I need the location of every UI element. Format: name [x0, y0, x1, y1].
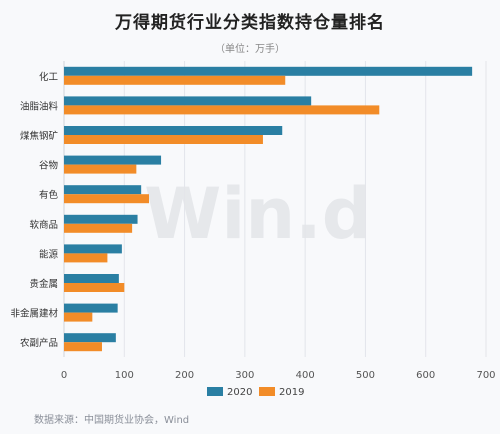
bar-2020-5 — [64, 214, 138, 224]
bar-2019-8 — [64, 312, 93, 322]
y-category-label: 软商品 — [29, 219, 58, 231]
y-category-label: 能源 — [39, 248, 59, 260]
bar-2020-6 — [64, 244, 122, 254]
bar-2020-0 — [64, 66, 473, 76]
x-tick-label: 600 — [416, 370, 435, 381]
bar-2019-5 — [64, 223, 133, 233]
bar-2019-4 — [64, 194, 150, 204]
x-tick-label: 700 — [476, 370, 495, 381]
x-tick-label: 500 — [356, 370, 375, 381]
data-source-note: 数据来源：中国期货业协会，Wind — [34, 415, 190, 426]
legend-swatch-2019 — [259, 387, 275, 396]
x-tick-label: 0 — [61, 370, 67, 381]
y-category-label: 有色 — [39, 189, 59, 201]
bar-2019-0 — [64, 75, 286, 85]
bar-2020-4 — [64, 185, 142, 195]
y-category-label: 贵金属 — [29, 278, 58, 290]
y-category-label: 煤焦钢矿 — [20, 130, 59, 142]
legend-swatch-2020 — [207, 387, 223, 396]
x-tick-label: 100 — [115, 370, 134, 381]
bar-2019-1 — [64, 105, 380, 115]
bar-2020-2 — [64, 126, 283, 135]
bar-2019-7 — [64, 283, 125, 292]
legend-label-2020: 2020 — [227, 387, 252, 398]
x-tick-label: 200 — [175, 370, 194, 381]
bar-2019-3 — [64, 164, 137, 174]
watermark: Win.d — [144, 173, 372, 255]
y-category-label: 化工 — [39, 71, 59, 83]
bar-2020-3 — [64, 155, 162, 165]
y-category-label: 谷物 — [39, 160, 59, 172]
x-tick-label: 300 — [235, 370, 254, 381]
bar-2020-9 — [64, 333, 116, 343]
bar-2020-1 — [64, 96, 312, 106]
bar-2019-2 — [64, 135, 263, 144]
y-category-label: 非金属建材 — [10, 308, 58, 320]
bar-2020-8 — [64, 303, 118, 313]
legend-label-2019: 2019 — [279, 387, 304, 398]
bar-2019-9 — [64, 342, 102, 352]
chart-subtitle: （单位：万手） — [215, 44, 285, 55]
bar-2019-6 — [64, 253, 108, 263]
chart-title: 万得期货行业分类指数持仓量排名 — [115, 13, 385, 33]
y-category-label: 农副产品 — [20, 337, 58, 349]
bar-2020-7 — [64, 274, 119, 283]
y-category-label: 油脂油料 — [20, 100, 59, 112]
x-tick-label: 400 — [296, 370, 315, 381]
